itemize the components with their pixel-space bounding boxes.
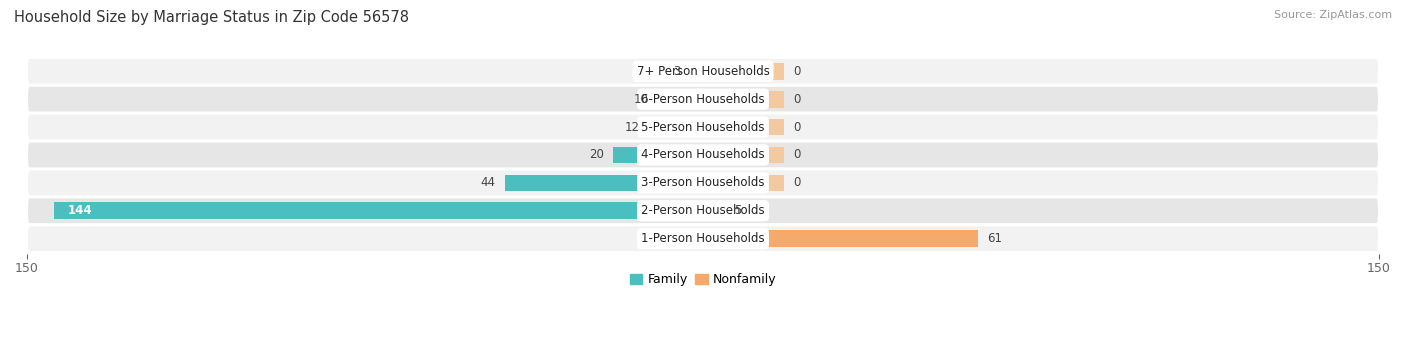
Bar — [613, 147, 703, 163]
Text: 44: 44 — [481, 176, 496, 189]
Bar — [703, 230, 979, 247]
Bar — [703, 147, 785, 163]
Legend: Family, Nonfamily: Family, Nonfamily — [624, 268, 782, 291]
Bar — [703, 203, 725, 219]
Text: 61: 61 — [987, 232, 1002, 245]
FancyBboxPatch shape — [27, 58, 1379, 85]
Text: 0: 0 — [793, 65, 800, 78]
Bar — [703, 63, 785, 80]
Bar — [703, 119, 785, 135]
Bar — [53, 203, 703, 219]
Text: 3: 3 — [673, 65, 681, 78]
FancyBboxPatch shape — [27, 169, 1379, 196]
Text: 10: 10 — [634, 93, 650, 106]
Text: 5-Person Households: 5-Person Households — [641, 121, 765, 134]
FancyBboxPatch shape — [27, 86, 1379, 113]
FancyBboxPatch shape — [27, 197, 1379, 224]
FancyBboxPatch shape — [27, 114, 1379, 140]
Bar — [658, 91, 703, 107]
Text: 0: 0 — [793, 148, 800, 162]
Text: 6-Person Households: 6-Person Households — [641, 93, 765, 106]
Text: 5: 5 — [734, 204, 742, 217]
Text: 0: 0 — [793, 176, 800, 189]
Text: 1-Person Households: 1-Person Households — [641, 232, 765, 245]
Bar — [505, 175, 703, 191]
Bar — [703, 91, 785, 107]
Text: 2-Person Households: 2-Person Households — [641, 204, 765, 217]
Text: Source: ZipAtlas.com: Source: ZipAtlas.com — [1274, 10, 1392, 20]
Text: 4-Person Households: 4-Person Households — [641, 148, 765, 162]
FancyBboxPatch shape — [27, 142, 1379, 168]
Bar — [650, 119, 703, 135]
Bar — [689, 63, 703, 80]
Text: 12: 12 — [624, 121, 640, 134]
Text: 0: 0 — [793, 121, 800, 134]
Bar — [703, 175, 785, 191]
Text: 3-Person Households: 3-Person Households — [641, 176, 765, 189]
Text: 0: 0 — [793, 93, 800, 106]
Text: 144: 144 — [67, 204, 93, 217]
Text: 20: 20 — [589, 148, 603, 162]
Text: Household Size by Marriage Status in Zip Code 56578: Household Size by Marriage Status in Zip… — [14, 10, 409, 25]
FancyBboxPatch shape — [27, 225, 1379, 252]
Text: 7+ Person Households: 7+ Person Households — [637, 65, 769, 78]
